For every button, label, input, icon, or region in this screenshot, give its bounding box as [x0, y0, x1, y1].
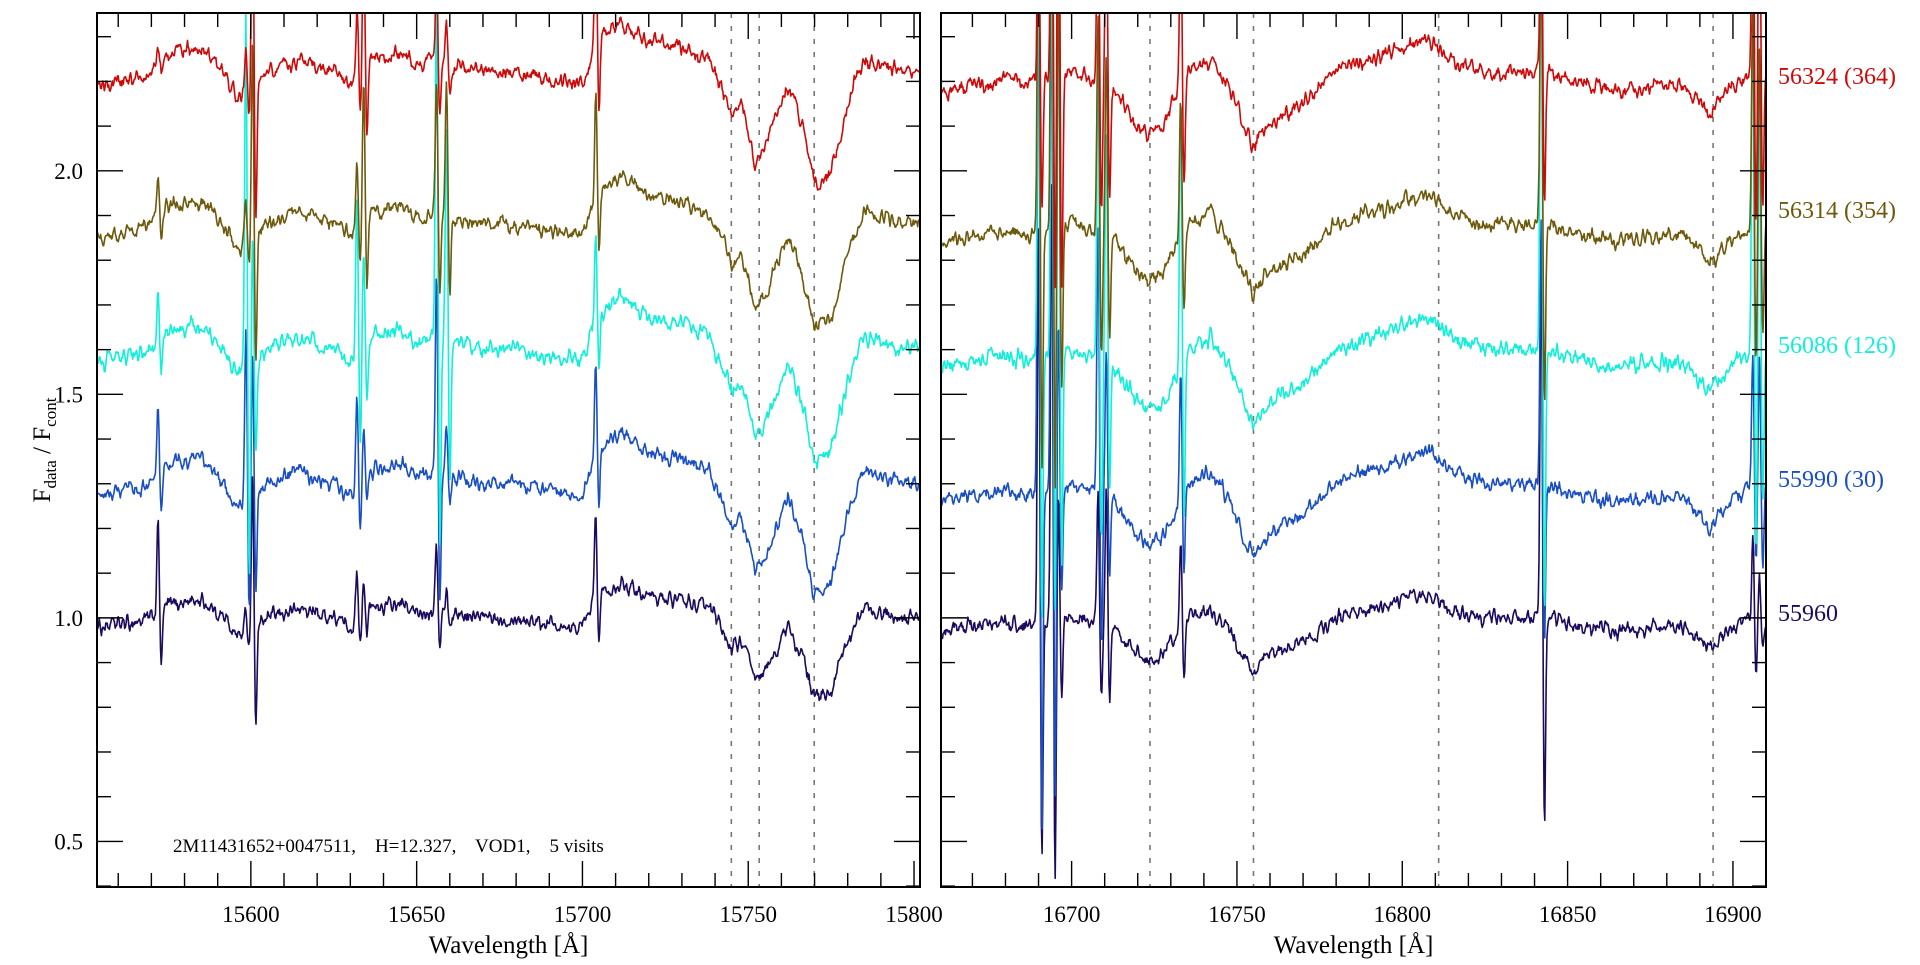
x-axis-title: Wavelength [Å]: [429, 932, 589, 959]
series-labels: 55960 55990 (30) 56086 (126) 56314 (354) 563…: [1778, 64, 1896, 627]
spectrum-56086-left: [97, 13, 920, 575]
spectrum-55990-right: [941, 13, 1766, 830]
plot-frame: [940, 12, 1767, 888]
y-tick-label: 2.0: [54, 159, 83, 184]
y-tick-label: 1.5: [54, 382, 83, 407]
spectrum-56324-left: [97, 13, 920, 219]
x-tick-label: 16700: [1043, 902, 1101, 927]
series-label-56086: 56086 (126): [1778, 333, 1896, 359]
right-panel: 16700 16750 16800 16850 16900 Wavelength [Å]: [940, 12, 1767, 959]
spectrum-56314-left: [97, 44, 920, 361]
x-tick-label: 15750: [719, 902, 777, 927]
x-tick-label: 15600: [222, 902, 280, 927]
spectrum-55990-left: [97, 278, 920, 606]
series-label-55990: 55990 (30): [1778, 467, 1884, 493]
y-tick-label: 0.5: [54, 829, 83, 854]
x-tick-label: 16750: [1208, 902, 1266, 927]
series-label-56314: 56314 (354): [1778, 198, 1896, 224]
left-panel: 15600 15650 15700 15750 15800 Wavelength [Å] 0…: [54, 12, 943, 959]
spectrum-55960-right: [941, 184, 1766, 880]
y-tick-label: 1.0: [54, 606, 83, 631]
spectrum-55960-left: [97, 476, 920, 725]
spectra-group: [941, 13, 1766, 880]
series-label-55960: 55960: [1778, 601, 1838, 627]
x-tick-label: 15700: [554, 902, 612, 927]
x-tick-label: 15650: [388, 902, 446, 927]
spectrum-56086-right: [941, 13, 1766, 618]
plot-frame: [96, 12, 921, 888]
star-annotation: 2M11431652+0047511, H=12.327, VOD1, 5 vi…: [173, 836, 604, 857]
x-tick-label: 15800: [885, 902, 943, 927]
series-label-56324: 56324 (364): [1778, 64, 1896, 90]
x-axis-title: Wavelength [Å]: [1274, 932, 1434, 959]
spectra-group: [97, 13, 920, 725]
x-tick-label: 16800: [1374, 902, 1432, 927]
x-tick-label: 16850: [1539, 902, 1597, 927]
x-tick-label: 16900: [1704, 902, 1762, 927]
y-axis-title-text: Fdata / Fcont: [29, 397, 60, 502]
y-axis-title: Fdata / Fcont: [29, 397, 60, 502]
spectrum-56314-right: [941, 13, 1766, 489]
spectrum-56324-right: [941, 13, 1766, 289]
